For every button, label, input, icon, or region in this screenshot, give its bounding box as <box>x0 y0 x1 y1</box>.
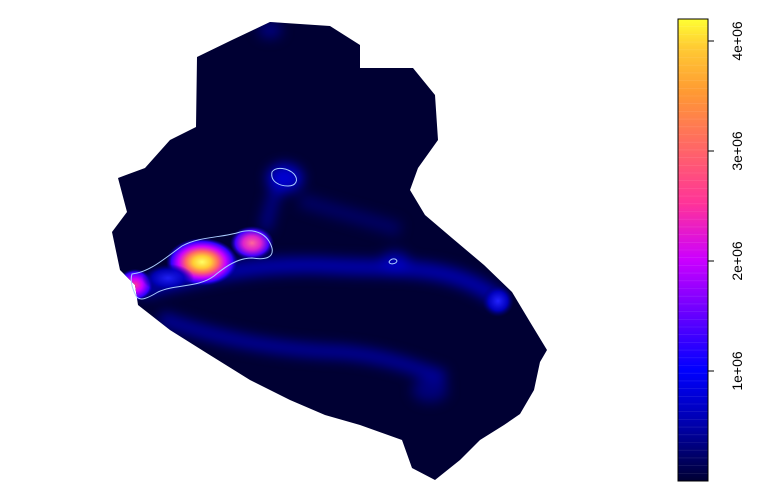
colorbar-frame <box>677 18 709 482</box>
east-blue-hotspot <box>482 285 514 317</box>
colorbar-tick-label: 1e+06 <box>729 351 745 391</box>
contour-lines <box>130 167 398 300</box>
contour-north <box>271 167 297 187</box>
colorbar-level-lines <box>678 26 708 474</box>
colorbar-tick-label: 2e+06 <box>729 241 745 281</box>
density-region <box>112 22 547 480</box>
contour-main <box>130 230 273 300</box>
contour-small <box>388 258 398 265</box>
colorbar-ticks: 1e+06 2e+06 3e+06 4e+06 <box>708 21 745 391</box>
colorbar: 1e+06 2e+06 3e+06 4e+06 <box>677 18 745 482</box>
colorbar-gradient <box>678 19 708 481</box>
colorbar-tick-label: 3e+06 <box>729 131 745 171</box>
region-background <box>112 22 547 480</box>
colorbar-tick-label: 4e+06 <box>729 21 745 61</box>
